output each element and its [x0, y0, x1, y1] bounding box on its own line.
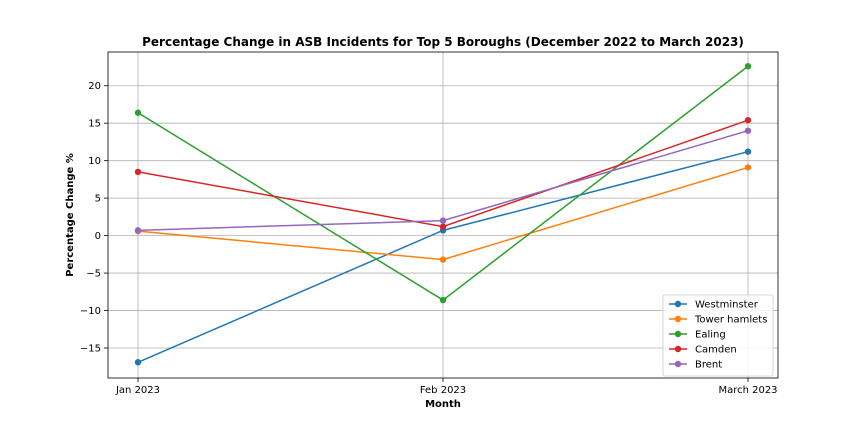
y-axis-label: Percentage Change % [65, 153, 76, 277]
series-westminster [134, 148, 752, 366]
data-point-ealing [744, 63, 752, 70]
legend-label: Brent [695, 360, 722, 371]
x-tick-label: Jan 2023 [115, 385, 160, 396]
data-point-brent [744, 127, 752, 134]
legend-item-westminster: Westminster [669, 300, 759, 311]
legend: Westminster Tower hamlets Ealing Camden Bren… [662, 294, 774, 377]
legend-marker [674, 345, 682, 353]
data-point-camden [744, 116, 752, 124]
legend-label: Camden [695, 345, 737, 356]
data-point-westminster [744, 148, 752, 155]
data-point-tower-hamlets [744, 164, 752, 171]
data-point-ealing [439, 296, 447, 304]
legend-box [662, 294, 774, 377]
data-point-westminster [134, 359, 142, 366]
legend-label: Tower hamlets [694, 315, 767, 326]
series-ealing [134, 63, 752, 304]
y-tick-label: 5 [95, 194, 101, 205]
legend-item-tower-hamlets: Tower hamlets [669, 315, 767, 326]
x-tick-label: Feb 2023 [420, 385, 466, 396]
legend-marker [674, 330, 682, 338]
legend-item-camden: Camden [669, 345, 737, 356]
y-tick-label: 10 [88, 156, 101, 167]
grid-lines [108, 52, 778, 378]
legend-item-brent: Brent [669, 360, 722, 371]
legend-label: Ealing [695, 330, 726, 341]
legend-item-ealing: Ealing [669, 330, 726, 341]
x-axis-label: Month [425, 399, 461, 410]
data-point-ealing [134, 109, 142, 116]
y-tick-label: −5 [86, 269, 101, 280]
data-point-brent [439, 217, 447, 224]
y-tick-label: 0 [95, 231, 101, 242]
y-tick-label: 20 [88, 81, 101, 92]
y-tick-label: −15 [80, 344, 101, 355]
legend-label: Westminster [695, 300, 759, 311]
data-point-tower-hamlets [439, 256, 447, 263]
chart-title: Percentage Change in ASB Incidents for T… [142, 35, 744, 49]
series-camden [134, 116, 752, 230]
series-lines [134, 63, 752, 366]
data-point-camden [439, 223, 447, 230]
data-point-brent [134, 227, 142, 234]
series-brent [134, 127, 752, 234]
y-tick-label: −10 [80, 306, 101, 317]
y-tick-label: 15 [88, 119, 101, 130]
y-axis-ticks: −15 −10 −5 0 5 10 15 20 [80, 81, 108, 355]
x-tick-label: March 2023 [718, 385, 777, 396]
legend-marker [674, 315, 682, 323]
x-axis-ticks: Jan 2023 Feb 2023 March 2023 [115, 378, 778, 396]
legend-marker [674, 360, 682, 368]
legend-marker [674, 300, 682, 308]
data-point-camden [134, 168, 142, 176]
